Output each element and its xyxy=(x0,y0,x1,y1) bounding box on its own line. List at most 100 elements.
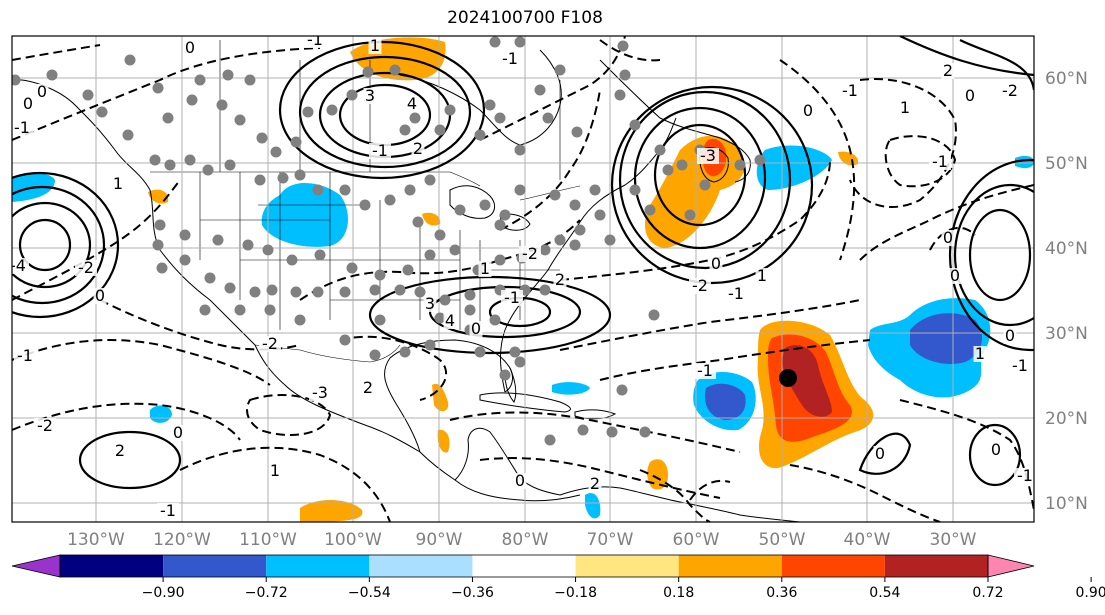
station-dot xyxy=(374,269,386,281)
station-dot xyxy=(569,199,581,211)
station-dot xyxy=(314,249,326,261)
contour-label: 0 xyxy=(185,38,195,57)
contour-label: -2 xyxy=(522,244,538,263)
shade-blue-pacific-south xyxy=(150,405,172,423)
station-dot xyxy=(439,294,451,306)
station-dot xyxy=(639,426,651,438)
contour-label: 1 xyxy=(757,266,767,285)
station-dot xyxy=(234,304,246,316)
station-dot xyxy=(216,99,228,111)
contour-label-bg xyxy=(941,63,955,79)
contour-label-bg xyxy=(519,246,541,262)
station-dot xyxy=(399,124,411,136)
station-dot xyxy=(242,239,254,251)
contour-label: -1 xyxy=(728,284,744,303)
station-dot xyxy=(122,129,134,141)
contour-label-bg xyxy=(801,103,815,119)
station-dot xyxy=(589,184,601,196)
station-dot xyxy=(339,334,351,346)
lon-label-80w: 80°W xyxy=(502,530,549,550)
contour-label-bg xyxy=(709,256,723,272)
station-dot xyxy=(162,112,174,124)
contour-label: 2 xyxy=(943,61,953,80)
contour-label: -2 xyxy=(37,416,53,435)
contour-label: -2 xyxy=(262,334,278,353)
station-dot xyxy=(290,286,302,298)
contour-label-bg xyxy=(553,272,567,288)
station-dot xyxy=(204,272,216,284)
station-dot xyxy=(12,74,21,86)
contour-label-bg xyxy=(694,363,716,379)
station-dot xyxy=(554,64,566,76)
coastline-florida xyxy=(504,367,517,403)
lon-label-50w: 50°W xyxy=(759,530,806,550)
contour-label-bg xyxy=(268,463,282,479)
contour-label-bg xyxy=(948,268,962,284)
station-dot xyxy=(362,66,374,78)
station-dot xyxy=(509,346,521,358)
contour-label: 0 xyxy=(37,82,47,101)
station-dot xyxy=(434,229,446,241)
contour-label-bg xyxy=(725,286,747,302)
contour-label-bg xyxy=(973,346,987,362)
station-dot xyxy=(614,89,626,101)
station-dot xyxy=(424,339,436,351)
shade-darkred-hurricane xyxy=(782,345,832,417)
station-dot xyxy=(494,254,506,266)
contour-label-bg xyxy=(411,141,425,157)
station-dot xyxy=(616,384,628,396)
station-dot xyxy=(412,216,424,228)
station-dot xyxy=(574,224,586,236)
station-dot xyxy=(399,346,411,358)
station-dot xyxy=(569,239,581,251)
station-dot xyxy=(539,244,551,256)
station-dot xyxy=(179,229,191,241)
contour-label: 2 xyxy=(590,474,600,493)
contour-label-bg xyxy=(755,268,769,284)
contour-label: -1 xyxy=(1012,356,1028,375)
station-dot xyxy=(339,286,351,298)
station-dot xyxy=(264,304,276,316)
colorbar-extend-low xyxy=(11,554,61,578)
station-dot xyxy=(514,144,526,156)
contour-label: -2 xyxy=(78,258,94,277)
station-dot xyxy=(539,284,551,296)
lat-label-30n: 30°N xyxy=(1045,324,1088,344)
contour-label-bg xyxy=(171,425,185,441)
storm-center-marker xyxy=(779,369,797,387)
colorbar-tick-label: 0.54 xyxy=(869,585,900,601)
contour-label: 4 xyxy=(407,94,417,113)
station-dot xyxy=(499,209,511,221)
station-dot xyxy=(514,184,526,196)
station-dot xyxy=(464,304,476,316)
contour-label: -2 xyxy=(692,276,708,295)
station-dot xyxy=(464,289,476,301)
lat-label-50n: 50°N xyxy=(1045,154,1088,174)
contour-label: -1 xyxy=(1017,466,1033,485)
lon-label-60w: 60°W xyxy=(673,530,720,550)
coastline-cuba xyxy=(479,392,571,413)
station-dot xyxy=(617,40,629,52)
lat-label-40n: 40°N xyxy=(1045,239,1088,259)
colorbar-segment xyxy=(472,555,576,577)
contour-label-bg xyxy=(443,313,457,329)
contour-label-bg xyxy=(941,230,955,246)
contour-label: 2 xyxy=(115,441,125,460)
contour-label-bg xyxy=(12,258,29,274)
station-dot xyxy=(374,314,386,326)
shade-blue-rockies xyxy=(261,182,349,247)
station-dot xyxy=(554,234,566,246)
lon-label-40w: 40°W xyxy=(844,530,891,550)
station-dot xyxy=(414,286,426,298)
station-dot xyxy=(404,184,416,196)
lon-label-70w: 70°W xyxy=(587,530,634,550)
station-dot xyxy=(394,284,406,296)
contour-label: 4 xyxy=(445,311,455,330)
station-dot xyxy=(384,194,396,206)
contour-label: 1 xyxy=(370,36,380,55)
contour-label: 0 xyxy=(803,101,813,120)
station-dot xyxy=(244,74,256,86)
station-dot xyxy=(494,219,506,231)
contour-label-bg xyxy=(304,36,326,48)
contour-label-bg xyxy=(513,473,527,489)
